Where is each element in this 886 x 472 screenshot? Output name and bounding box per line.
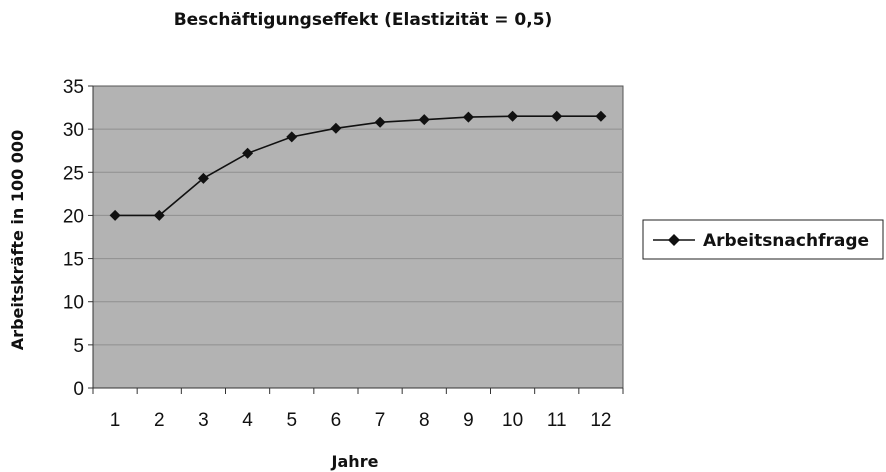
y-tick-label: 10 xyxy=(63,293,84,314)
x-tick-label: 4 xyxy=(242,410,253,431)
data-point xyxy=(330,122,342,134)
x-axis-label: Jahre xyxy=(331,452,379,471)
y-tick-label: 25 xyxy=(63,163,84,184)
y-tick-label: 5 xyxy=(73,336,84,357)
data-point xyxy=(418,114,430,126)
data-point xyxy=(595,110,607,122)
x-tick-label: 9 xyxy=(463,410,474,431)
y-tick-label: 30 xyxy=(63,120,84,141)
data-point xyxy=(197,172,209,184)
data-point xyxy=(153,209,165,221)
legend-entry-arbeitsnachfrage: Arbeitsnachfrage xyxy=(703,231,869,251)
data-point xyxy=(551,110,563,122)
x-tick-label: 6 xyxy=(331,410,342,431)
data-point xyxy=(109,209,121,221)
x-tick-label: 2 xyxy=(154,410,165,431)
y-tick-label: 35 xyxy=(63,77,84,98)
y-tick-label: 0 xyxy=(73,379,84,400)
data-point xyxy=(374,116,386,128)
data-point xyxy=(462,111,474,123)
x-tick-label: 8 xyxy=(419,410,430,431)
x-tick-label: 7 xyxy=(375,410,386,431)
x-axis: 1 2 3 4 5 6 7 8 9 10 11 12 xyxy=(92,387,624,431)
x-tick-label: 3 xyxy=(198,410,209,431)
data-point xyxy=(242,147,254,159)
data-point xyxy=(507,110,519,122)
grid-lines xyxy=(93,128,623,346)
plot-area xyxy=(92,85,624,389)
x-tick-label: 5 xyxy=(286,410,297,431)
y-axis: 0 5 10 15 20 25 30 35 xyxy=(63,77,94,400)
x-tick-label: 10 xyxy=(502,410,523,431)
x-tick-label: 1 xyxy=(110,410,121,431)
y-axis-label: Arbeitskräfte in 100 000 xyxy=(8,130,27,350)
data-point xyxy=(286,131,298,143)
series-layer xyxy=(109,110,607,221)
legend-diamond-marker xyxy=(668,234,680,246)
legend: Arbeitsnachfrage xyxy=(642,219,884,260)
y-tick-label: 20 xyxy=(63,206,84,227)
x-tick-label: 12 xyxy=(590,410,611,431)
series-line xyxy=(115,115,601,217)
y-tick-label: 15 xyxy=(63,250,84,271)
x-tick-label: 11 xyxy=(547,410,567,431)
chart-title: Beschäftigungseffekt (Elastizität = 0,5) xyxy=(174,10,553,30)
